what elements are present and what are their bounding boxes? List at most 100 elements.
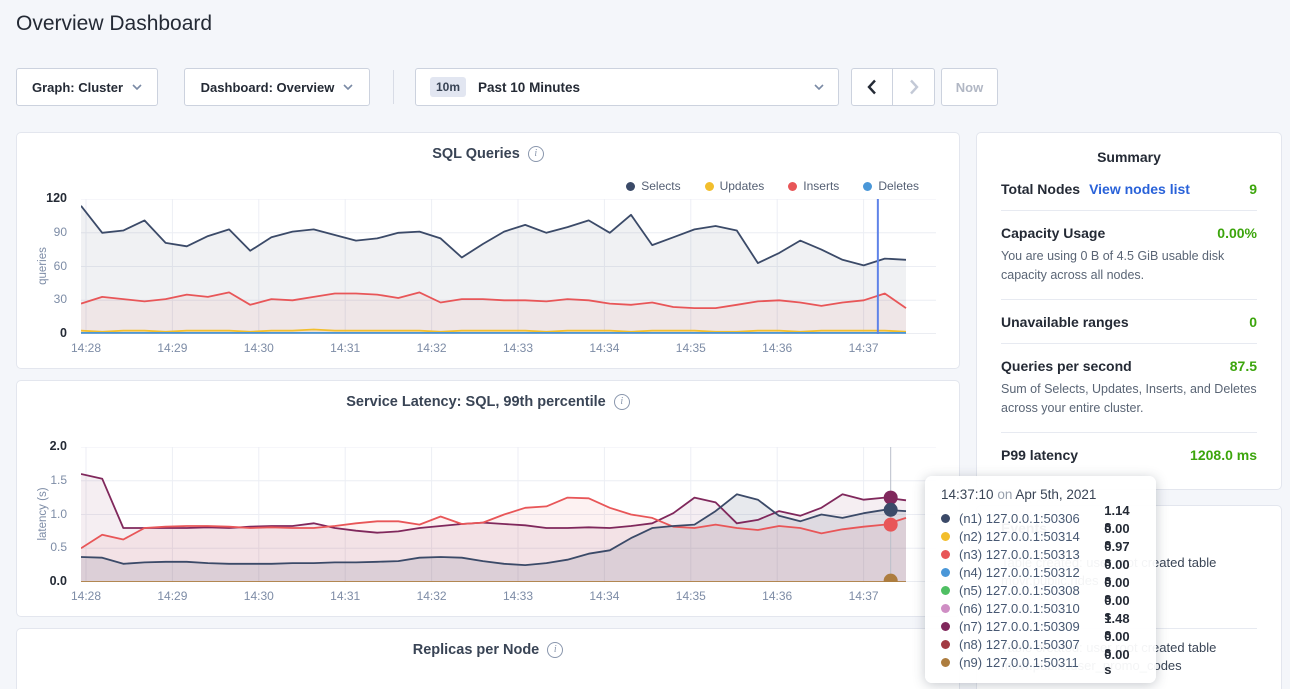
series-color-dot-icon — [941, 550, 950, 559]
x-axis-tick: 14:34 — [580, 589, 628, 603]
legend-item-updates[interactable]: Updates — [705, 179, 765, 193]
tooltip-timestamp: 14:37:10 on Apr 5th, 2021 — [941, 487, 1140, 502]
replicas-per-node-chart-card: Replicas per Node i — [16, 628, 960, 689]
x-axis-tick: 14:29 — [148, 341, 196, 355]
summary-row: P99 latency 1208.0 ms — [1001, 432, 1257, 476]
summary-panel: Summary Total Nodes View nodes list 9 Capac… — [976, 132, 1282, 490]
legend-dot-icon — [626, 182, 635, 191]
graph-dropdown[interactable]: Graph: Cluster — [16, 68, 158, 106]
series-color-dot-icon — [941, 622, 950, 631]
chart-hover-tooltip: 14:37:10 on Apr 5th, 2021 (n1) 127.0.0.1… — [925, 476, 1156, 683]
legend-item-selects[interactable]: Selects — [626, 179, 680, 193]
x-axis-tick: 14:36 — [753, 341, 801, 355]
service-latency-chart-card: Service Latency: SQL, 99th percentilei l… — [16, 380, 960, 617]
x-axis-tick: 14:30 — [235, 589, 283, 603]
series-color-dot-icon — [941, 514, 950, 523]
tooltip-node-address: (n5) 127.0.0.1:50308 — [959, 583, 1104, 598]
toolbar-divider — [393, 70, 394, 104]
x-axis-tick: 14:37 — [840, 341, 888, 355]
y-axis-tick: 0 — [17, 326, 73, 340]
info-icon[interactable]: i — [528, 146, 544, 162]
summary-row: Queries per second87.5Sum of Selects, Up… — [1001, 343, 1257, 432]
y-axis-tick: 2.0 — [17, 439, 73, 453]
overview-dashboard-page: Overview Dashboard Graph: Cluster Dashbo… — [0, 0, 1290, 689]
sql-queries-plot-area[interactable] — [81, 199, 936, 334]
legend-label: Deletes — [878, 179, 919, 193]
tooltip-node-address: (n9) 127.0.0.1:50311 — [959, 655, 1104, 670]
series-color-dot-icon — [941, 586, 950, 595]
summary-row-value: 0 — [1249, 314, 1257, 330]
summary-heading: Summary — [977, 133, 1281, 167]
summary-row-label: Capacity Usage — [1001, 225, 1105, 241]
dashboard-dropdown-label: Dashboard: Overview — [201, 80, 335, 95]
series-color-dot-icon — [941, 658, 950, 667]
chart-title-service-latency: Service Latency: SQL, 99th percentile — [346, 394, 606, 410]
legend-dot-icon — [788, 182, 797, 191]
chevron-down-icon — [132, 84, 142, 90]
time-range-badge: 10m — [430, 77, 466, 97]
y-axis-tick: 1.0 — [17, 507, 73, 521]
legend-label: Updates — [720, 179, 765, 193]
summary-row-value: 1208.0 ms — [1190, 447, 1257, 463]
y-axis-tick: 90 — [17, 225, 73, 239]
time-step-back-button[interactable] — [851, 68, 893, 106]
chevron-left-icon — [867, 79, 877, 95]
tooltip-node-address: (n8) 127.0.0.1:50307 — [959, 637, 1104, 652]
x-axis-tick: 14:34 — [580, 341, 628, 355]
summary-row: Unavailable ranges 0 — [1001, 299, 1257, 343]
summary-body: Total Nodes View nodes list 9 Capacity Usag… — [977, 167, 1281, 476]
y-axis-tick: 1.5 — [17, 473, 73, 487]
x-axis-tick: 14:35 — [667, 341, 715, 355]
summary-row-description: You are using 0 B of 4.5 GiB usable disk… — [1001, 247, 1257, 286]
summary-row: Total Nodes View nodes list 9 — [1001, 167, 1257, 210]
tooltip-node-row: (n9) 127.0.0.1:503110.00 s — [941, 653, 1140, 671]
x-axis-tick: 14:31 — [321, 341, 369, 355]
y-axis-tick: 30 — [17, 292, 73, 306]
legend-item-inserts[interactable]: Inserts — [788, 179, 839, 193]
info-icon[interactable]: i — [614, 394, 630, 410]
chevron-down-icon — [814, 84, 824, 90]
time-range-picker[interactable]: 10m Past 10 Minutes — [415, 68, 839, 106]
x-axis-tick: 14:29 — [148, 589, 196, 603]
x-axis-tick: 14:32 — [408, 341, 456, 355]
time-range-label: Past 10 Minutes — [478, 80, 580, 95]
tooltip-node-address: (n7) 127.0.0.1:50309 — [959, 619, 1104, 634]
tooltip-node-address: (n3) 127.0.0.1:50313 — [959, 547, 1104, 562]
dashboard-dropdown[interactable]: Dashboard: Overview — [184, 68, 370, 106]
info-icon[interactable]: i — [547, 642, 563, 658]
now-button-disabled[interactable]: Now — [941, 68, 998, 106]
x-axis-tick: 14:37 — [840, 589, 888, 603]
page-title: Overview Dashboard — [16, 12, 212, 36]
y-axis-tick: 120 — [17, 191, 73, 205]
time-step-buttons — [851, 68, 935, 106]
sql-queries-chart-card: SQL Queries i Selects Updates Inserts Delete… — [16, 132, 960, 369]
x-axis-tick: 14:31 — [321, 589, 369, 603]
tooltip-node-address: (n2) 127.0.0.1:50314 — [959, 529, 1104, 544]
y-axis-tick: 60 — [17, 259, 73, 273]
y-axis-tick: 0.5 — [17, 540, 73, 554]
x-axis-tick: 14:36 — [753, 589, 801, 603]
chevron-down-icon — [343, 84, 353, 90]
tooltip-node-address: (n1) 127.0.0.1:50306 — [959, 511, 1104, 526]
summary-row-label: P99 latency — [1001, 447, 1078, 463]
chart-legend: Selects Updates Inserts Deletes — [626, 179, 919, 193]
summary-row-value: 0.00% — [1217, 225, 1257, 241]
tooltip-node-value: 0.00 s — [1104, 647, 1140, 677]
summary-row-label: Total Nodes — [1001, 181, 1080, 197]
series-color-dot-icon — [941, 568, 950, 577]
legend-dot-icon — [705, 182, 714, 191]
graph-dropdown-label: Graph: Cluster — [32, 80, 123, 95]
service-latency-plot-area[interactable] — [81, 447, 936, 582]
time-step-forward-button-disabled[interactable] — [893, 68, 935, 106]
chart-title-sql-queries: SQL Queries — [432, 146, 520, 162]
summary-row-label: Unavailable ranges — [1001, 314, 1129, 330]
x-axis-tick: 14:32 — [408, 589, 456, 603]
legend-label: Inserts — [803, 179, 839, 193]
now-button-label: Now — [956, 80, 983, 95]
legend-item-deletes[interactable]: Deletes — [863, 179, 919, 193]
view-nodes-list-link[interactable]: View nodes list — [1089, 181, 1190, 197]
summary-row-value: 9 — [1249, 181, 1257, 197]
chevron-right-icon — [909, 79, 919, 95]
chart-title-replicas-per-node: Replicas per Node — [413, 642, 540, 658]
x-axis-tick: 14:35 — [667, 589, 715, 603]
